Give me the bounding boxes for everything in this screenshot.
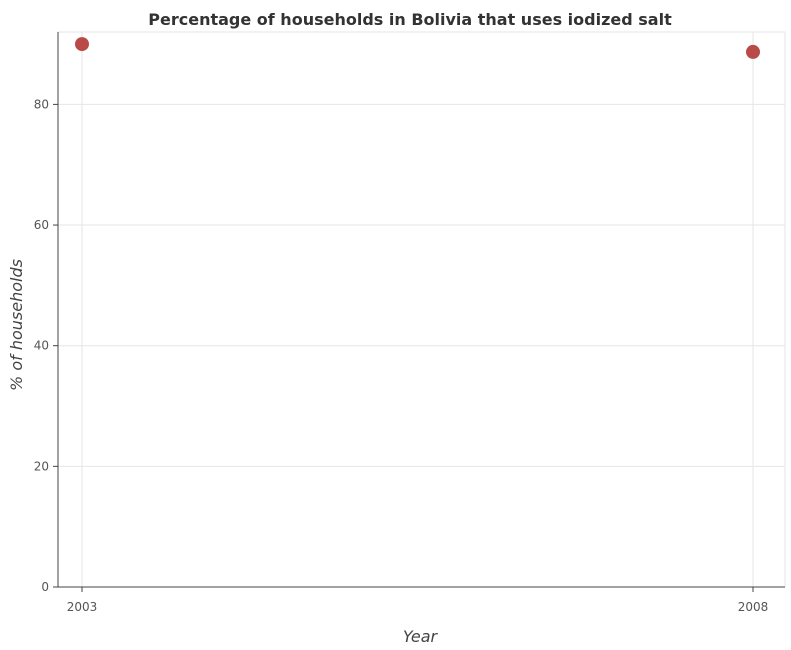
- y-tick-label: 40: [34, 339, 49, 353]
- data-point: [746, 44, 760, 59]
- y-axis-label: % of households: [7, 259, 26, 391]
- y-tick-label: 80: [34, 97, 49, 111]
- y-tick-label: 60: [34, 218, 49, 232]
- x-tick-label: 2008: [738, 600, 769, 614]
- data-point: [75, 37, 89, 52]
- axes: 0 20 40 60 80 2003 2008: [34, 32, 785, 614]
- y-tick-label: 20: [34, 459, 49, 473]
- plot-frame: [57, 31, 786, 588]
- x-tick-label: 2003: [67, 600, 98, 614]
- x-axis-label: Year: [403, 627, 439, 646]
- data-points: [75, 37, 760, 59]
- chart-title: Percentage of households in Bolivia that…: [148, 10, 672, 29]
- y-tick-label: 0: [41, 580, 49, 594]
- grid: [57, 31, 786, 588]
